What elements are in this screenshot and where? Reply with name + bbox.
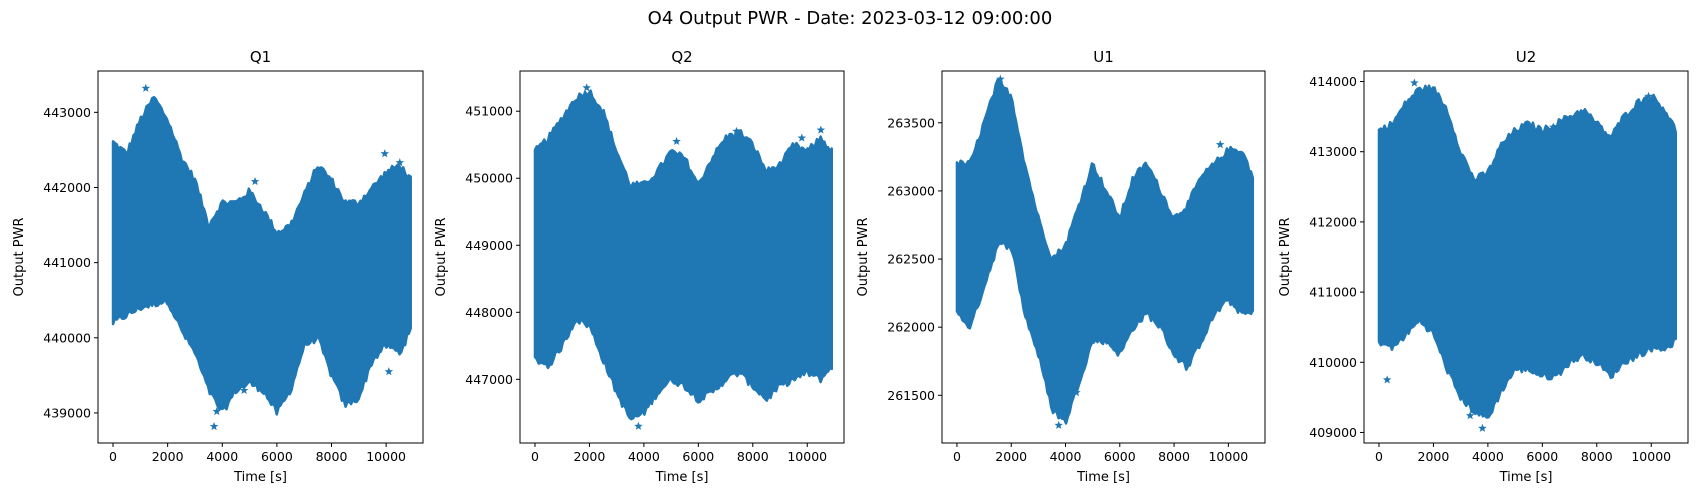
star-marker-q2-2 — [797, 133, 807, 142]
y-tick-label-u2-5: 414000 — [1309, 74, 1357, 89]
x-tick-label-u1-3: 6000 — [1104, 449, 1136, 464]
y-axis-label-q1: Output PWR — [12, 217, 27, 296]
x-tick-label-u1-0: 0 — [953, 449, 961, 464]
star-marker-u1-1 — [1054, 420, 1063, 429]
panel-q2: 0 2000 4000 6000 8000 10000 447000 448000 449000… — [434, 48, 845, 485]
y-tick-label-q1-4: 443000 — [43, 105, 91, 120]
star-marker-u1-0 — [996, 74, 1005, 83]
x-tick-label-u1-4: 8000 — [1158, 449, 1190, 464]
panel-q1: 0 2000 4000 6000 8000 10000 439000 440000 441000… — [12, 48, 424, 485]
y-tick-label-u2-0: 409000 — [1309, 425, 1357, 440]
star-marker-u2-3 — [1644, 91, 1653, 100]
x-axis-label-q2: Time [s] — [655, 470, 709, 485]
star-marker-u1-2 — [1072, 388, 1081, 397]
y-tick-label-q2-3: 450000 — [465, 171, 513, 186]
x-tick-label-q2-2: 4000 — [628, 449, 660, 464]
x-tick-label-u1-2: 4000 — [1050, 449, 1082, 464]
x-tick-label-u1-5: 10000 — [1208, 449, 1248, 464]
y-tick-label-q1-3: 442000 — [43, 180, 91, 195]
star-marker-q1-0 — [141, 83, 151, 92]
axes-frame-q1 — [97, 70, 424, 444]
panel-u2: 0 2000 4000 6000 8000 10000 409000 410000 411000… — [1278, 48, 1689, 485]
star-marker-q1-7 — [239, 385, 249, 395]
y-tick-label-u2-4: 413000 — [1309, 144, 1357, 159]
star-marker-q1-3 — [250, 176, 260, 186]
y-tick-label-u2-3: 412000 — [1309, 214, 1357, 229]
x-tick-label-u2-5: 10000 — [1631, 449, 1671, 464]
x-tick-label-q2-1: 2000 — [574, 449, 606, 464]
y-tick-label-u1-3: 263000 — [887, 183, 935, 198]
axes-frame-q2 — [519, 70, 845, 444]
star-marker-u2-2 — [1478, 423, 1487, 432]
panel-title-u1: U1 — [1093, 48, 1114, 66]
panel-u1: 0 2000 4000 6000 8000 10000 261500 262000 262500… — [856, 48, 1266, 485]
y-tick-label-u2-2: 411000 — [1309, 285, 1357, 300]
scatter-band-q2 — [533, 89, 833, 421]
x-tick-label-q1-1: 2000 — [152, 449, 184, 464]
x-tick-label-q2-0: 0 — [531, 449, 539, 464]
scatter-band-u1 — [955, 78, 1255, 425]
y-axis-label-q2: Output PWR — [434, 217, 449, 296]
star-marker-q1-6 — [384, 367, 394, 376]
x-tick-label-q2-5: 10000 — [787, 449, 827, 464]
x-tick-label-q1-3: 6000 — [261, 449, 293, 464]
x-tick-label-q2-4: 8000 — [737, 449, 769, 464]
panel-title-q2: Q2 — [671, 48, 692, 66]
star-marker-q2-3 — [816, 125, 826, 134]
star-marker-q2-0 — [582, 83, 591, 92]
x-tick-label-q1-5: 10000 — [366, 449, 406, 464]
y-tick-label-q2-1: 448000 — [465, 305, 513, 320]
panel-title-q1: Q1 — [250, 48, 271, 66]
y-tick-label-u1-1: 262000 — [887, 320, 935, 335]
y-tick-label-u2-1: 410000 — [1309, 355, 1357, 370]
star-marker-u1-3 — [1137, 168, 1146, 177]
star-marker-q1-1 — [209, 421, 219, 431]
x-tick-label-q1-0: 0 — [109, 449, 117, 464]
y-tick-label-q2-2: 449000 — [465, 238, 513, 253]
star-marker-u1-4 — [1215, 140, 1225, 149]
star-marker-u2-4 — [1548, 122, 1558, 131]
x-tick-label-q1-2: 4000 — [206, 449, 238, 464]
axes-frame-u1 — [941, 70, 1266, 444]
panel-title-u2: U2 — [1516, 48, 1537, 66]
star-marker-u2-0 — [1410, 78, 1419, 87]
x-tick-label-q2-3: 6000 — [682, 449, 714, 464]
y-axis-label-u2: Output PWR — [1278, 217, 1293, 296]
x-tick-label-u2-1: 2000 — [1418, 449, 1450, 464]
x-tick-label-u2-3: 6000 — [1526, 449, 1558, 464]
y-tick-label-u1-2: 262500 — [887, 252, 935, 267]
star-marker-u2-5 — [1382, 375, 1392, 384]
y-tick-label-q1-1: 440000 — [43, 330, 91, 345]
panels: 0 2000 4000 6000 8000 10000 439000 440000 441000… — [12, 48, 1689, 485]
y-tick-label-q1-0: 439000 — [43, 405, 91, 420]
x-tick-label-u1-1: 2000 — [995, 449, 1027, 464]
star-marker-q1-5 — [395, 158, 405, 167]
y-tick-label-u1-0: 261500 — [887, 388, 935, 403]
star-marker-q2-5 — [634, 421, 643, 430]
y-axis-label-u1: Output PWR — [856, 217, 871, 296]
x-axis-label-u2: Time [s] — [1499, 470, 1553, 485]
y-tick-label-q1-2: 441000 — [43, 255, 91, 270]
scatter-band-u2 — [1377, 84, 1677, 419]
axes-frame-u2 — [1363, 70, 1689, 444]
x-tick-label-q1-4: 8000 — [316, 449, 348, 464]
x-tick-label-u2-4: 8000 — [1581, 449, 1613, 464]
x-axis-label-q1: Time [s] — [233, 470, 287, 485]
star-marker-q1-2 — [212, 406, 222, 416]
star-marker-q2-4 — [732, 126, 741, 135]
y-tick-label-u1-4: 263500 — [887, 115, 935, 130]
x-tick-label-u2-2: 4000 — [1472, 449, 1504, 464]
star-marker-u2-1 — [1465, 411, 1475, 420]
star-marker-q1-4 — [380, 149, 390, 158]
y-tick-label-q2-0: 447000 — [465, 372, 513, 387]
figure-title: O4 Output PWR - Date: 2023-03-12 09:00:0… — [648, 8, 1053, 29]
y-tick-label-q2-4: 451000 — [465, 104, 513, 119]
star-marker-q2-1 — [672, 136, 681, 146]
scatter-band-q1 — [111, 95, 412, 416]
x-tick-label-u2-0: 0 — [1375, 449, 1383, 464]
x-axis-label-u1: Time [s] — [1076, 470, 1130, 485]
